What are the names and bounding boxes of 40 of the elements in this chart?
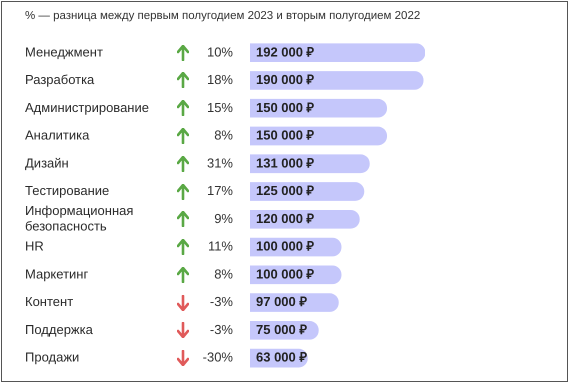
text: 11% (208, 238, 234, 254)
y-tick-label: Контент (25, 294, 74, 310)
data-label: 63 000 ₽ (256, 350, 308, 365)
bar (250, 71, 424, 90)
y-tick-label: Поддержка (25, 322, 94, 337)
y-tick-label: Продажи (25, 350, 80, 365)
text: 10% (206, 44, 234, 60)
data-label: 75 000 ₽ (256, 322, 308, 337)
y-tick-label: HR (25, 238, 44, 254)
bar (250, 43, 425, 62)
data-label: 100 000 ₽ (256, 238, 315, 254)
chart-title: % — разница между первым полугодием 2023 и вторым полугодием 2022 (25, 10, 420, 22)
text: 31% (206, 155, 234, 170)
data-label: 125 000 ₽ (256, 183, 315, 198)
y-tick-label: Информационная безопасность (25, 203, 134, 234)
text: 18% (206, 72, 234, 88)
text: 8% (214, 266, 234, 282)
text: -30% (202, 350, 234, 365)
y-tick-label: Аналитика (25, 128, 90, 143)
text: 8% (214, 128, 234, 143)
y-tick-label: Разработка (25, 72, 96, 88)
y-tick-label: Дизайн (25, 155, 69, 170)
text: 17% (206, 183, 234, 198)
data-label: 192 000 ₽ (256, 44, 315, 60)
data-label: 120 000 ₽ (256, 210, 315, 226)
data-label: 100 000 ₽ (256, 266, 315, 282)
data-label: 131 000 ₽ (256, 155, 315, 170)
data-label: 150 000 ₽ (256, 128, 315, 143)
y-tick-label: Тестирование (25, 183, 110, 198)
text: 9% (214, 210, 234, 226)
y-tick-label: Администрирование (25, 100, 149, 115)
text: -3% (210, 294, 234, 310)
data-label: 150 000 ₽ (256, 100, 315, 115)
bar (250, 126, 388, 146)
text: -3% (210, 322, 234, 337)
data-label: 190 000 ₽ (256, 72, 315, 88)
text: 15% (206, 100, 234, 115)
y-tick-label: Маркетинг (25, 266, 88, 282)
y-tick-label: Менеджмент (25, 44, 103, 60)
data-label: 97 000 ₽ (256, 294, 308, 310)
